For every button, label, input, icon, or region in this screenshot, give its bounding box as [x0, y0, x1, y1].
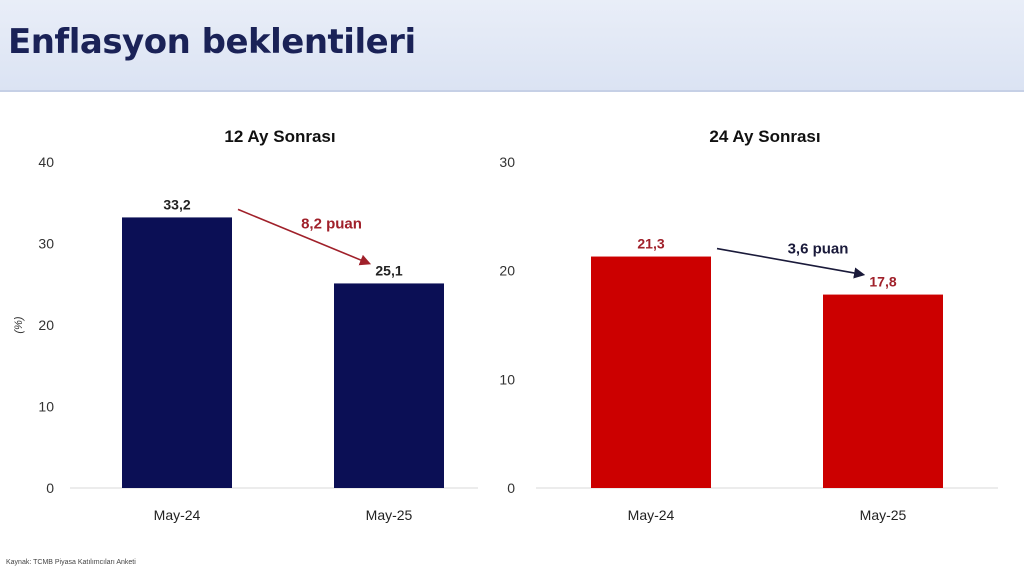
change-annotation: 3,6 puan: [788, 241, 849, 258]
bar-value-label: 33,2: [163, 196, 190, 212]
chart-title: 12 Ay Sonrası: [224, 127, 335, 146]
y-tick-label: 20: [38, 317, 54, 333]
header-banner: Enflasyon beklentileri: [0, 0, 1024, 92]
change-arrow: [237, 208, 372, 266]
source-note: Kaynak: TCMB Piyasa Katılımcıları Anketi: [6, 559, 136, 566]
bar-may-25: [823, 294, 943, 488]
bar-value-label: 25,1: [375, 262, 402, 278]
y-axis-label: (%): [13, 316, 25, 333]
change-annotation: 8,2 puan: [301, 215, 362, 232]
bar-value-label: 21,3: [637, 236, 664, 252]
x-tick-label: May-24: [154, 507, 201, 523]
x-tick-label: May-24: [628, 507, 675, 523]
y-tick-label: 40: [38, 154, 54, 170]
bar-may-24: [591, 256, 711, 488]
bar-may-25: [334, 283, 444, 488]
x-tick-label: May-25: [366, 507, 413, 523]
bar-may-24: [122, 217, 232, 489]
x-tick-label: May-25: [860, 507, 907, 523]
bar-value-label: 17,8: [869, 274, 896, 290]
chart-title: 24 Ay Sonrası: [709, 127, 820, 146]
page-title: Enflasyon beklentileri: [8, 22, 416, 62]
y-tick-label: 10: [38, 399, 54, 415]
y-tick-label: 0: [46, 480, 54, 496]
y-tick-label: 10: [499, 371, 515, 387]
y-tick-label: 30: [499, 154, 515, 170]
y-tick-label: 20: [499, 263, 515, 279]
y-tick-label: 30: [38, 236, 54, 252]
change-arrow: [716, 247, 866, 279]
y-tick-label: 0: [507, 480, 515, 496]
